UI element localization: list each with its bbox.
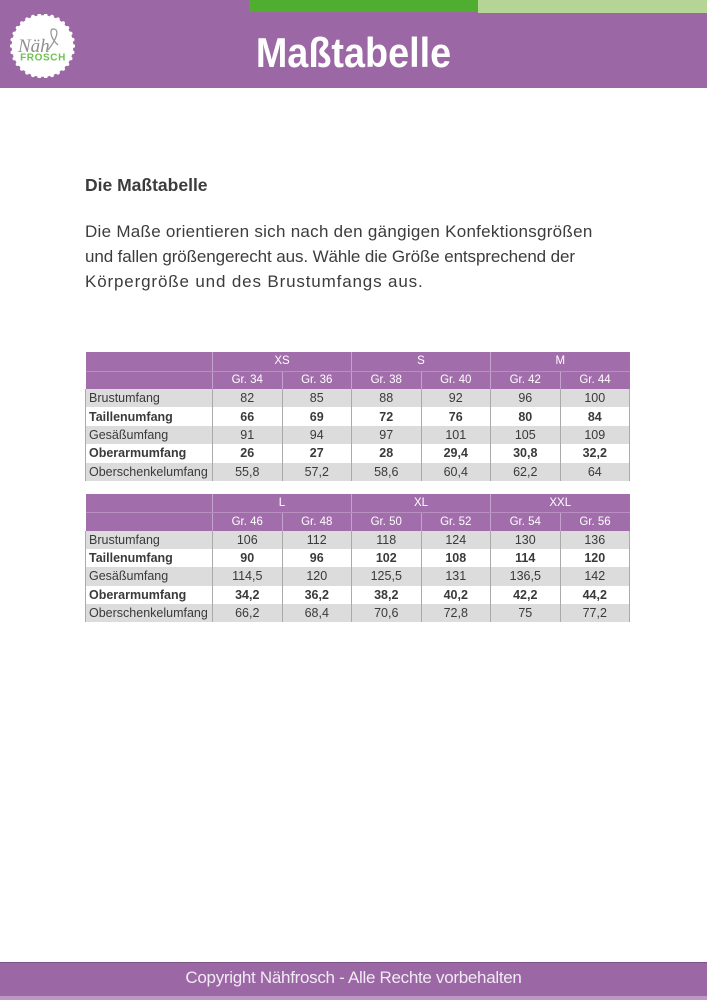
- svg-text:Näh: Näh: [17, 36, 50, 57]
- svg-text:FROSCH: FROSCH: [20, 53, 66, 64]
